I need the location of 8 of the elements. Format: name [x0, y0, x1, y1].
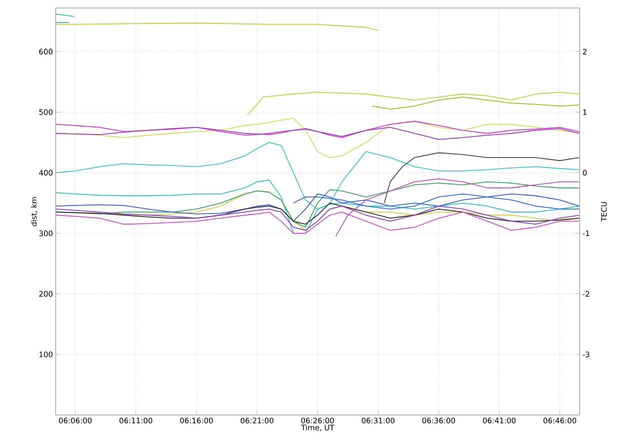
line-series: [372, 96, 580, 110]
line-series: [56, 212, 580, 234]
line-series: [56, 202, 580, 225]
line-series: [56, 193, 580, 222]
line-series: [56, 22, 379, 31]
line-series: [56, 206, 580, 231]
line-series: [335, 178, 580, 237]
line-series: [292, 193, 580, 210]
